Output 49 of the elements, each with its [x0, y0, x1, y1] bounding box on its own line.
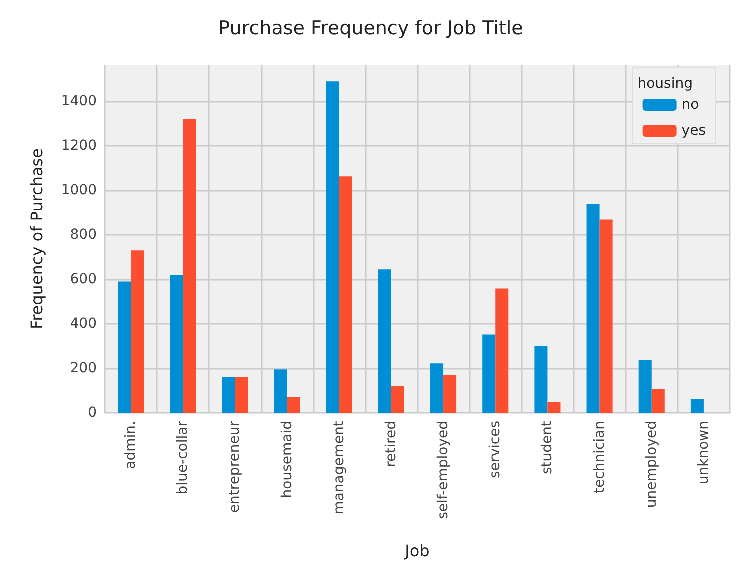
bar — [444, 375, 457, 413]
y-tick-label: 1400 — [61, 94, 97, 110]
bar — [548, 402, 561, 413]
bar — [339, 176, 352, 413]
y-tick-label: 1200 — [61, 138, 97, 154]
bar — [183, 119, 196, 413]
y-tick-label: 600 — [70, 272, 97, 288]
y-tick-label: 200 — [70, 360, 97, 377]
bar — [131, 250, 144, 413]
bar — [534, 346, 548, 413]
x-tick-label: student — [540, 420, 556, 475]
bar — [652, 388, 665, 413]
y-tick-label: 1000 — [61, 182, 97, 199]
bar — [287, 397, 300, 413]
y-tick-label: 800 — [70, 227, 97, 244]
bar — [170, 275, 184, 413]
y-tick-label: 0 — [88, 405, 97, 421]
x-axis-title: Job — [404, 542, 430, 560]
bar — [638, 360, 652, 413]
bar — [378, 270, 392, 413]
x-tick-label: services — [488, 421, 504, 478]
bar — [274, 370, 288, 413]
chart-title: Purchase Frequency for Job Title — [218, 18, 524, 40]
x-tick-label: self-employed — [436, 421, 452, 520]
x-tick-label: blue-collar — [175, 420, 192, 495]
bar — [118, 282, 132, 413]
bar — [430, 364, 444, 413]
x-tick-label: entrepreneur — [227, 420, 244, 514]
bar — [586, 204, 600, 413]
bar — [222, 377, 236, 413]
legend-title: housing — [638, 76, 694, 92]
bar — [600, 220, 613, 413]
bar — [482, 334, 496, 413]
x-tick-label: unemployed — [644, 421, 660, 508]
y-tick-label: 400 — [70, 316, 97, 332]
bar — [391, 386, 404, 413]
x-tick-label: retired — [383, 421, 400, 468]
x-tick-label: housemaid — [279, 421, 296, 498]
x-tick-label: unknown — [696, 421, 712, 485]
x-tick-label: technician — [592, 421, 608, 494]
legend-label: no — [682, 97, 700, 113]
bar — [326, 82, 340, 413]
bar — [235, 377, 248, 413]
x-tick-label: management — [331, 420, 348, 515]
y-axis-title: Frequency of Purchase — [28, 148, 46, 330]
bar — [690, 398, 704, 413]
legend-label: yes — [682, 123, 706, 139]
bar — [496, 288, 509, 413]
x-tick-label: admin. — [123, 421, 140, 470]
